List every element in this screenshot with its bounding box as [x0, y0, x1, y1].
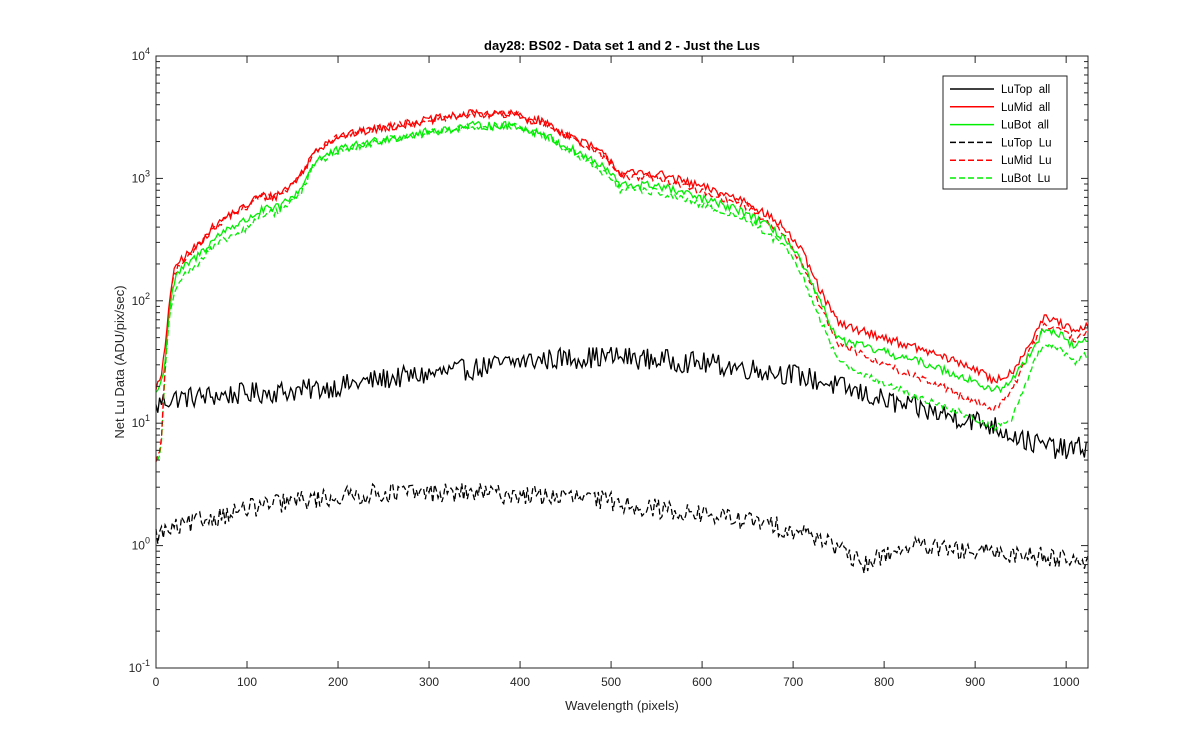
x-tick-label: 100 — [237, 675, 257, 689]
x-tick-label: 500 — [601, 675, 621, 689]
chart-title: day28: BS02 - Data set 1 and 2 - Just th… — [484, 38, 760, 53]
x-tick-label: 600 — [692, 675, 712, 689]
legend-box — [942, 75, 1068, 190]
legend-label: LuBot Lu — [1001, 173, 1050, 185]
y-tick-label: 104 — [132, 46, 150, 63]
series-line-lutop-lu — [155, 482, 1089, 574]
y-tick-label: 102 — [132, 291, 150, 308]
y-tick-label: 101 — [132, 413, 150, 430]
legend-item: LuMid Lu — [950, 155, 1052, 167]
legend: LuTop all LuMid all LuBot all LuTop Lu LuMid… — [942, 75, 1068, 190]
x-tick-label: 400 — [510, 675, 530, 689]
legend-item: LuTop Lu — [950, 137, 1052, 149]
legend-item: LuBot all — [950, 120, 1049, 132]
legend-label: LuMid all — [1001, 102, 1050, 114]
x-tick-label: 700 — [783, 675, 803, 689]
series-line-lutop-all — [155, 346, 1089, 460]
axes-box — [155, 55, 1089, 669]
x-tick-label: 800 — [874, 675, 894, 689]
x-tick-label: 1000 — [1053, 675, 1080, 689]
y-tick-label: 10-1 — [129, 658, 150, 675]
series-layer — [155, 108, 1089, 574]
tick-layer: 0 100 200 300 400 500 600 700 800 900 1000 10-1 100 1… — [129, 46, 1088, 689]
legend-label: LuBot all — [1001, 120, 1049, 132]
x-axis-title: Wavelength (pixels) — [565, 698, 679, 713]
series-line-lumid-lu — [155, 109, 1089, 463]
legend-item: LuBot Lu — [950, 173, 1050, 185]
x-tick-label: 300 — [419, 675, 439, 689]
legend-item: LuTop all — [950, 84, 1050, 96]
legend-label: LuTop all — [1001, 84, 1050, 96]
y-tick-label: 103 — [132, 168, 150, 185]
legend-label: LuTop Lu — [1001, 137, 1052, 149]
y-axis-title: Net Lu Data (ADU/pix/sec) — [112, 285, 127, 438]
series-line-lubot-all — [155, 120, 1088, 394]
series-line-lumid-all — [155, 108, 1089, 390]
x-tick-label: 0 — [153, 675, 160, 689]
y-tick-label: 100 — [132, 536, 150, 553]
x-tick-label: 900 — [965, 675, 985, 689]
legend-item: LuMid all — [950, 102, 1050, 114]
x-tick-label: 200 — [328, 675, 348, 689]
legend-label: LuMid Lu — [1001, 155, 1052, 167]
